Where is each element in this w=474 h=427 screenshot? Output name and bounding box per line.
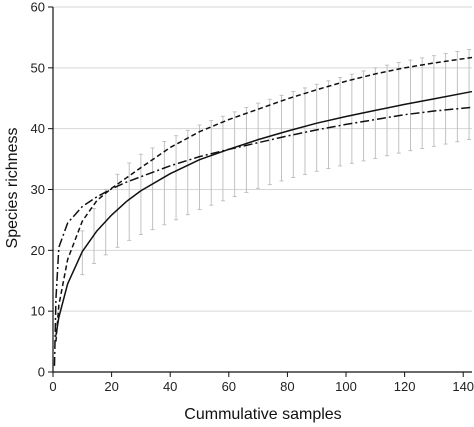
x-tick-label: 0 — [49, 379, 56, 394]
x-tick-label: 40 — [163, 379, 177, 394]
x-tick-label: 100 — [335, 379, 357, 394]
x-tick-label: 20 — [104, 379, 118, 394]
y-tick-label: 40 — [31, 121, 45, 136]
gridlines — [53, 6, 472, 312]
x-tick-label: 80 — [280, 379, 294, 394]
series-lines — [53, 56, 473, 366]
y-tick-label: 50 — [31, 60, 45, 75]
y-tick-label: 60 — [31, 0, 45, 15]
y-tick-label: 20 — [31, 243, 45, 258]
x-axis-title: Cummulative samples — [184, 406, 341, 423]
y-axis-title: Species richness — [4, 128, 21, 249]
series-line-solid — [55, 90, 473, 336]
axes — [48, 6, 472, 377]
x-tick-label: 140 — [452, 379, 474, 394]
error-bars — [80, 49, 472, 276]
y-tick-label: 10 — [31, 304, 45, 319]
y-tick-label: 0 — [38, 365, 45, 380]
tick-labels: 0 10 20 30 40 50 60 0 20 40 60 80 100 120 140 — [31, 0, 474, 394]
x-tick-label: 60 — [222, 379, 236, 394]
y-tick-label: 30 — [31, 182, 45, 197]
series-line-dash-dot — [53, 106, 473, 366]
series-line-dashed — [55, 56, 473, 342]
x-tick-label: 120 — [394, 379, 416, 394]
